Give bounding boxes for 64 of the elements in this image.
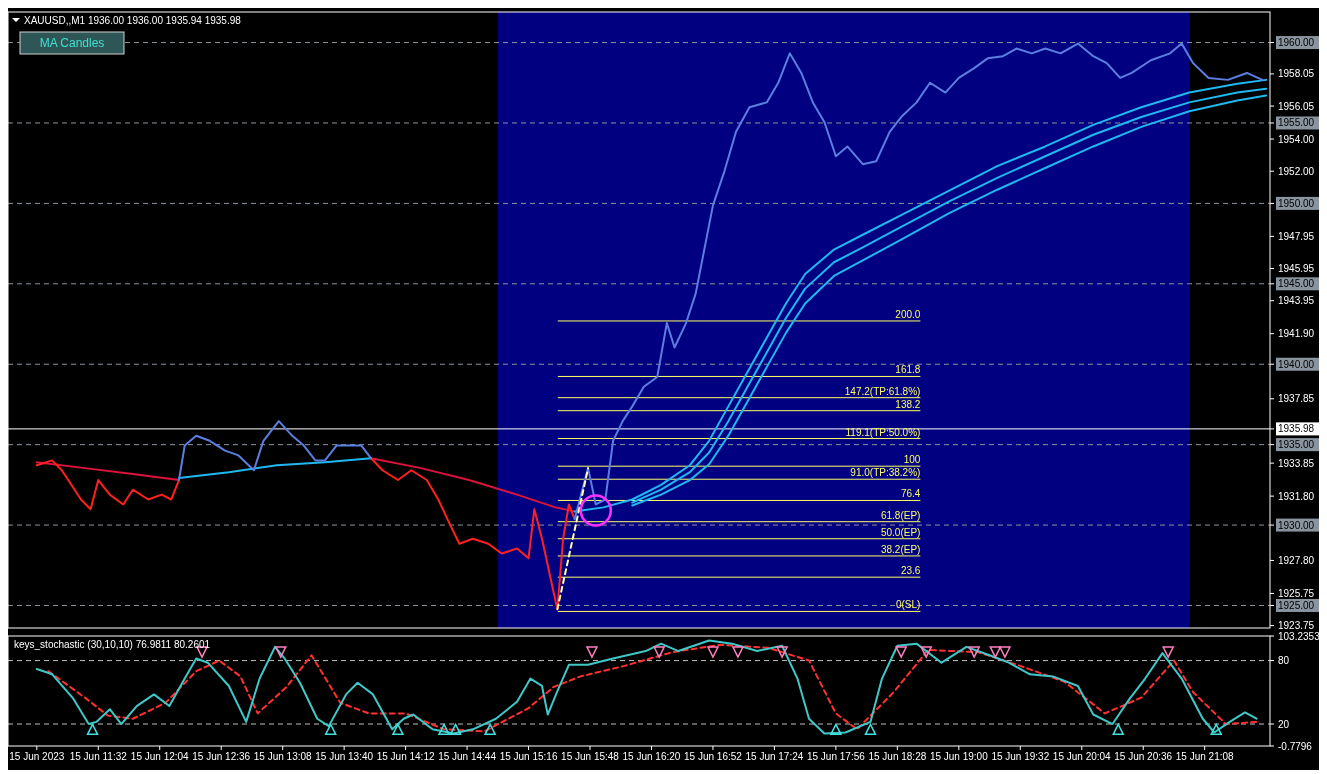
annotation: 76.4 [900, 488, 921, 500]
x-tick-label: 15 Jun 13:40 [315, 751, 374, 762]
label-badge: MA Candles [19, 31, 125, 55]
y-tick-label: -0.7796 [1278, 740, 1313, 752]
x-tick-label: 15 Jun 16:20 [622, 751, 681, 762]
x-tick-label: 15 Jun 15:16 [499, 751, 558, 762]
y-tick-label: 1945.95 [1278, 263, 1315, 275]
y-tick-label: 1943.95 [1278, 295, 1315, 307]
y-tick-label: 1960.00 [1278, 37, 1315, 49]
x-tick-label: 15 Jun 17:24 [745, 751, 804, 762]
x-tick-label: 15 Jun 15:48 [561, 751, 620, 762]
y-tick-label: 1958.05 [1278, 68, 1315, 80]
x-tick-label: 15 Jun 11:32 [69, 751, 128, 762]
y-tick-label: 1941.90 [1278, 328, 1315, 340]
y-tick-label: 1956.05 [1278, 100, 1315, 112]
annotation: 138.2 [895, 398, 921, 410]
annotation: MA Candles [39, 36, 105, 50]
x-tick-label: 15 Jun 21:08 [1175, 751, 1235, 762]
y-tick-label: 103.2353 [1278, 630, 1321, 642]
y-tick-label: 1925.75 [1278, 587, 1315, 599]
x-tick-label: 15 Jun 12:36 [192, 751, 251, 762]
y-tick-label: 1935.00 [1278, 439, 1315, 451]
y-tick-label: 1923.75 [1278, 620, 1315, 632]
y-tick-label: 1952.00 [1278, 165, 1315, 177]
x-tick-label: 15 Jun 16:52 [684, 751, 743, 762]
annotation: 61.8(EP) [880, 509, 921, 521]
annotation: 200.0 [895, 308, 921, 320]
y-tick-label: 1925.00 [1278, 599, 1315, 611]
annotation: 119.1(TP:50.0%) [845, 426, 921, 438]
x-tick-label: 15 Jun 20:36 [1114, 751, 1173, 762]
y-tick-label: 1935.98 [1278, 423, 1315, 435]
x-tick-label: 15 Jun 14:12 [376, 751, 435, 762]
y-tick-label: 1950.00 [1278, 197, 1315, 209]
chart-title: keys_stochastic (30,10,10) 76.9811 80.2601 [14, 639, 211, 650]
y-tick-label: 20 [1278, 718, 1290, 730]
x-tick-label: 15 Jun 14:44 [438, 751, 497, 762]
y-tick-label: 1954.00 [1278, 133, 1315, 145]
y-tick-label: 1927.80 [1278, 554, 1315, 566]
y-tick-label: 1931.80 [1278, 490, 1315, 502]
x-tick-label: 15 Jun 12:04 [130, 751, 190, 762]
annotation: 38.2(EP) [880, 543, 921, 555]
x-tick-label: 15 Jun 19:32 [991, 751, 1050, 762]
y-tick-label: 1947.95 [1278, 230, 1315, 242]
x-tick-label: 15 Jun 19:00 [929, 751, 989, 762]
y-tick-label: 1940.00 [1278, 358, 1315, 370]
y-tick-label: 1930.00 [1278, 519, 1315, 531]
x-tick-label: 15 Jun 17:56 [806, 751, 866, 762]
chart-title: XAUUSD,,M1 1936.00 1936.00 1935.94 1935.98 [24, 15, 242, 26]
annotation: 50.0(EP) [880, 526, 921, 538]
y-tick-label: 80 [1278, 655, 1290, 667]
y-tick-label: 1955.00 [1278, 117, 1315, 129]
y-tick-label: 1933.85 [1278, 457, 1315, 469]
x-tick-label: 15 Jun 18:28 [868, 751, 927, 762]
y-tick-label: 1937.85 [1278, 393, 1315, 405]
x-tick-label: 15 Jun 2023 [9, 751, 65, 762]
y-tick-label: 1945.00 [1278, 278, 1315, 290]
x-tick-label: 15 Jun 13:08 [253, 751, 313, 762]
annotation: 23.6 [900, 565, 921, 577]
x-tick-label: 15 Jun 20:04 [1052, 751, 1112, 762]
annotation: 0(SL) [895, 599, 921, 611]
annotation: 100 [903, 454, 921, 466]
annotation: 91.0(TP:38.2%) [850, 467, 921, 479]
annotation: 147.2(TP:61.8%) [844, 385, 921, 397]
annotation: 161.8 [895, 364, 921, 376]
